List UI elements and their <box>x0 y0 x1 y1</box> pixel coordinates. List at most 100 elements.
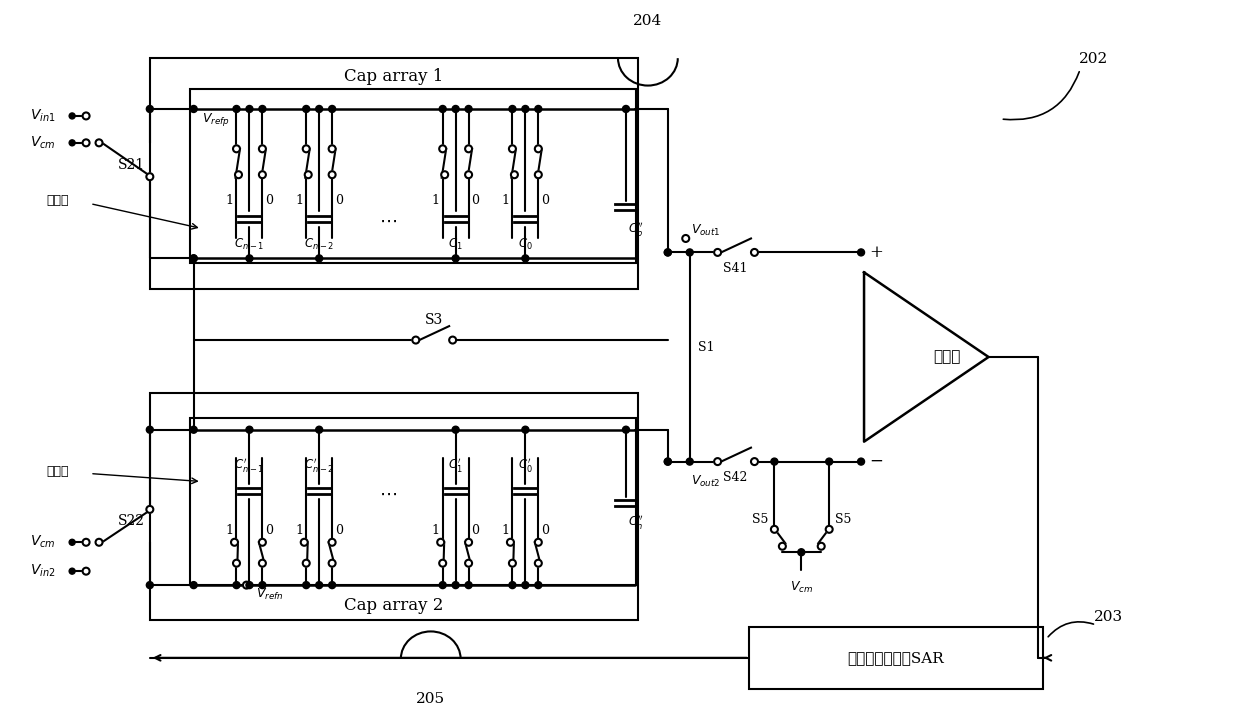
Text: 203: 203 <box>1094 610 1123 624</box>
Text: $\cdots$: $\cdots$ <box>379 212 396 230</box>
Circle shape <box>825 458 833 465</box>
Circle shape <box>316 426 322 433</box>
Circle shape <box>302 560 310 567</box>
Text: 204: 204 <box>633 14 663 29</box>
Circle shape <box>714 458 721 465</box>
Text: S22: S22 <box>118 514 145 528</box>
Text: 下极板: 下极板 <box>46 194 68 207</box>
Text: 0: 0 <box>265 524 274 537</box>
Circle shape <box>233 106 240 112</box>
FancyArrowPatch shape <box>1004 72 1079 119</box>
Text: $V_{cm}$: $V_{cm}$ <box>30 534 56 551</box>
Circle shape <box>190 581 197 588</box>
Circle shape <box>328 581 336 588</box>
Circle shape <box>751 249 758 256</box>
Circle shape <box>509 581 515 588</box>
Circle shape <box>439 560 446 567</box>
Circle shape <box>450 337 456 343</box>
Circle shape <box>259 106 266 112</box>
Text: 0: 0 <box>541 194 549 207</box>
Circle shape <box>825 526 833 533</box>
Bar <box>190 418 636 585</box>
Circle shape <box>437 539 445 546</box>
Circle shape <box>452 581 460 588</box>
Circle shape <box>83 568 89 575</box>
Circle shape <box>779 543 786 550</box>
Text: $C_{n-2}$: $C_{n-2}$ <box>305 237 335 252</box>
Text: $C_{n-2}'$: $C_{n-2}'$ <box>305 455 335 473</box>
Circle shape <box>439 145 446 152</box>
Circle shape <box>465 539 472 546</box>
Circle shape <box>302 145 310 152</box>
Circle shape <box>83 539 89 546</box>
Circle shape <box>235 171 242 178</box>
Circle shape <box>233 560 240 567</box>
Circle shape <box>146 426 154 433</box>
Circle shape <box>535 539 541 546</box>
Text: +: + <box>869 244 883 261</box>
Circle shape <box>857 458 865 465</box>
Text: S42: S42 <box>724 471 747 484</box>
Circle shape <box>535 171 541 178</box>
Bar <box>750 627 1043 689</box>
Circle shape <box>69 568 76 574</box>
Circle shape <box>714 249 721 256</box>
Text: $V_{out1}$: $V_{out1}$ <box>690 223 720 238</box>
Circle shape <box>316 581 322 588</box>
Text: 1: 1 <box>295 194 304 207</box>
Circle shape <box>69 140 76 146</box>
Text: 0: 0 <box>541 524 549 537</box>
Circle shape <box>69 113 76 119</box>
Text: $C_1$: $C_1$ <box>449 237 463 252</box>
Circle shape <box>535 581 541 588</box>
Circle shape <box>771 458 778 465</box>
Circle shape <box>146 581 154 588</box>
Circle shape <box>328 145 336 152</box>
Circle shape <box>95 539 103 546</box>
Circle shape <box>328 560 336 567</box>
Text: 1: 1 <box>225 524 233 537</box>
Circle shape <box>328 539 336 546</box>
Circle shape <box>452 255 460 262</box>
Circle shape <box>441 171 449 178</box>
Circle shape <box>328 171 336 178</box>
Circle shape <box>439 581 446 588</box>
Text: 0: 0 <box>472 194 479 207</box>
Text: 202: 202 <box>1078 52 1108 66</box>
Text: 0: 0 <box>335 194 343 207</box>
Circle shape <box>509 560 515 567</box>
Circle shape <box>190 255 197 262</box>
Text: 1: 1 <box>225 194 233 207</box>
Text: $C_0'$: $C_0'$ <box>518 455 533 473</box>
Text: S3: S3 <box>425 313 442 327</box>
Text: Cap array 2: Cap array 2 <box>344 596 444 613</box>
Circle shape <box>522 106 529 112</box>
Text: $C_n''$: $C_n''$ <box>628 513 643 531</box>
Circle shape <box>259 560 266 567</box>
Text: $C_0$: $C_0$ <box>518 237 533 252</box>
Text: $\cdots$: $\cdots$ <box>379 485 396 503</box>
Text: Cap array 1: Cap array 1 <box>344 68 444 84</box>
Text: S5: S5 <box>835 513 851 526</box>
Circle shape <box>452 106 460 112</box>
Circle shape <box>686 458 693 465</box>
Bar <box>150 393 638 620</box>
Circle shape <box>190 426 197 433</box>
Circle shape <box>413 337 419 343</box>
Text: $V_{in2}$: $V_{in2}$ <box>30 563 56 579</box>
Circle shape <box>622 106 629 112</box>
Text: 0: 0 <box>472 524 479 537</box>
Circle shape <box>465 560 472 567</box>
Circle shape <box>465 145 472 152</box>
Circle shape <box>316 106 322 112</box>
Circle shape <box>522 426 529 433</box>
Circle shape <box>535 145 541 152</box>
Circle shape <box>522 255 529 262</box>
Circle shape <box>771 526 778 533</box>
Circle shape <box>664 249 672 256</box>
Circle shape <box>83 112 89 119</box>
Text: $V_{out2}$: $V_{out2}$ <box>690 474 720 489</box>
Text: S41: S41 <box>724 262 748 275</box>
Circle shape <box>247 426 253 433</box>
Circle shape <box>247 581 253 588</box>
